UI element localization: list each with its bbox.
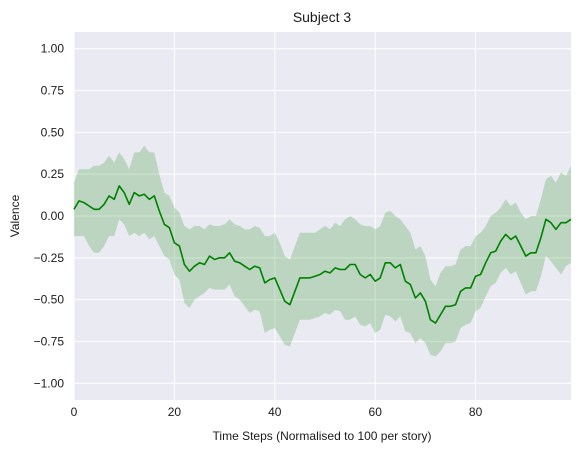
x-tick-label: 40 <box>268 405 282 419</box>
series-line <box>73 185 572 324</box>
y-tick-labels: 1.00 0.75 0.50 0.25 0.00 −0.25 −0.50 −0.75 −1.00 <box>34 42 65 391</box>
y-axis-label: Valence <box>8 194 22 237</box>
confidence-band <box>74 145 571 357</box>
chart-title: Subject 3 <box>293 9 352 25</box>
x-tick-labels: 0 20 40 60 80 <box>71 405 483 419</box>
y-tick-label: 1.00 <box>41 42 65 56</box>
y-tick-label: −1.00 <box>34 376 65 390</box>
x-tick-label: 20 <box>168 405 182 419</box>
y-tick-label: 0.75 <box>41 84 65 98</box>
y-tick-label: 0.25 <box>41 167 65 181</box>
confidence-band-group <box>74 145 571 357</box>
y-tick-label: −0.50 <box>34 293 65 307</box>
x-tick-label: 60 <box>369 405 383 419</box>
series-line-group <box>73 185 572 324</box>
x-tick-label: 80 <box>469 405 483 419</box>
y-tick-label: 0.50 <box>41 125 65 139</box>
x-axis-label: Time Steps (Normalised to 100 per story) <box>213 429 432 443</box>
y-tick-label: −0.75 <box>34 334 65 348</box>
y-tick-label: 0.00 <box>41 209 65 223</box>
x-tick-label: 0 <box>71 405 78 419</box>
y-tick-label: −0.25 <box>34 251 65 265</box>
